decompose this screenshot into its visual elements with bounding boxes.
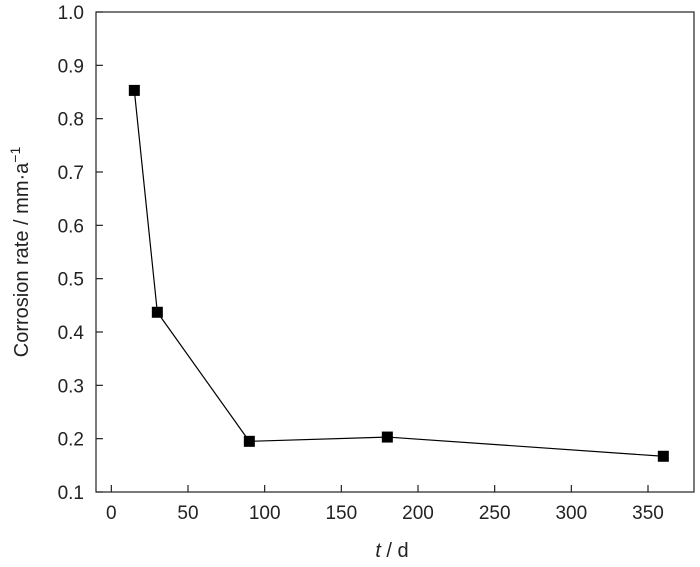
y-tick-label: 0.7 [58,163,84,184]
x-axis-unit: d [398,540,409,562]
y-axis-ticks: 0.1 0.2 0.3 0.4 0.5 0.6 0.7 0.8 0.9 1.0 [58,3,103,504]
y-tick-label: 0.4 [58,323,85,344]
series-layer [128,84,669,462]
y-axis-title: Corrosion rate / mm·a−1 [7,147,33,358]
x-axis-title: t / d [375,540,408,562]
data-point-marker [243,435,255,447]
y-tick-label: 0.5 [58,270,84,291]
x-axis-variable: t [375,540,382,562]
data-point-marker [151,306,163,318]
y-tick-label: 1.0 [58,3,84,24]
x-tick-label: 300 [555,503,587,524]
x-axis-separator: / [381,540,398,562]
x-tick-label: 50 [177,503,198,524]
x-tick-label: 100 [249,503,281,524]
y-tick-label: 0.3 [58,376,84,397]
x-axis-ticks: 0 50 100 150 200 250 300 350 [106,485,664,524]
x-tick-label: 0 [106,503,117,524]
y-tick-label: 0.9 [58,56,84,77]
x-tick-label: 150 [325,503,357,524]
data-point-marker [657,450,669,462]
y-tick-label: 0.6 [58,216,84,237]
x-tick-label: 250 [479,503,511,524]
y-axis-label-superscript: −1 [7,147,23,163]
y-axis-label-text: Corrosion rate / mm·a [11,162,33,357]
y-tick-label: 0.1 [58,483,84,504]
x-tick-label: 200 [402,503,434,524]
plot-frame [95,11,695,493]
series-line [133,90,664,457]
x-tick-label: 350 [632,503,664,524]
data-point-marker [381,431,393,443]
y-tick-label: 0.2 [58,430,84,451]
y-tick-label: 0.8 [58,110,84,131]
data-point-marker [128,84,140,96]
